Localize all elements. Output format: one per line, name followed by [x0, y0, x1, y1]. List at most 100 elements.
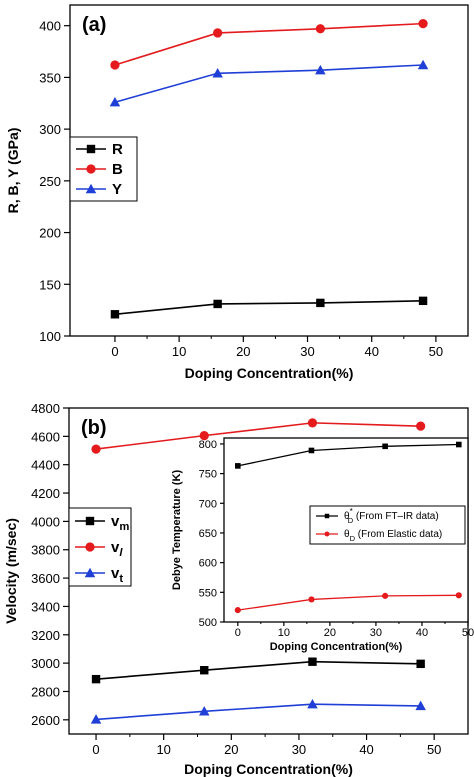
- data-point-series-2: [415, 700, 426, 711]
- data-point-series-1: [418, 18, 428, 29]
- legend-swatch-marker: [86, 164, 96, 174]
- y-tick-label: 300: [39, 122, 61, 137]
- x-axis-title: Doping Concentration(%): [185, 365, 354, 381]
- x-tick-label: 40: [359, 742, 373, 757]
- data-point-series-0: [91, 674, 101, 684]
- data-point-series-0: [382, 443, 388, 450]
- x-tick-label: 0: [235, 627, 241, 639]
- legend-label: vl: [111, 539, 123, 559]
- series-line-1: [95, 422, 421, 450]
- x-tick-label: 50: [462, 627, 474, 639]
- legend-label: θ* D (From FT–IR data): [344, 507, 439, 525]
- y-tick-label: 2600: [31, 713, 60, 728]
- data-point-series-1: [416, 421, 426, 431]
- data-point-series-1: [110, 60, 120, 70]
- data-point-series-0: [110, 310, 120, 319]
- legend-swatch-marker: [85, 516, 95, 526]
- data-point-series-0: [455, 441, 462, 448]
- legend-label: vt: [111, 565, 123, 585]
- legend-label: vm: [111, 513, 129, 533]
- data-point-series-2: [90, 714, 102, 724]
- data-point-series-1: [308, 596, 315, 603]
- x-tick-label: 20: [236, 344, 250, 359]
- legend-swatch-marker: [324, 513, 330, 519]
- x-tick-label: 30: [370, 627, 382, 639]
- data-point-series-0: [308, 657, 317, 666]
- legend-swatch-marker: [324, 531, 330, 537]
- y-tick-label: 3800: [31, 543, 60, 558]
- x-tick-label: 30: [292, 742, 306, 757]
- y-tick-label: 500: [199, 617, 217, 629]
- y-tick-label: 150: [39, 277, 61, 292]
- panel-a-bond-bulk-young-moduli-chart: 0 10 20 30 40 50 100 150 200 250 300 350 400 Doping C…: [5, 4, 469, 381]
- data-point-series-0: [213, 299, 222, 309]
- x-tick-label: 10: [172, 344, 186, 359]
- data-point-series-1: [199, 431, 209, 441]
- y-tick-label: 350: [39, 70, 61, 85]
- y-tick-label: 600: [199, 558, 217, 570]
- legend-swatch-marker: [85, 542, 95, 552]
- y-tick-label: 250: [39, 174, 61, 189]
- data-point-series-0: [316, 298, 325, 308]
- x-tick-label: 50: [429, 344, 443, 359]
- legend-box: [309, 505, 466, 545]
- data-point-series-1: [234, 607, 241, 614]
- y-tick-label: 750: [199, 469, 217, 481]
- x-tick-label: 50: [427, 742, 441, 757]
- series-line-0: [237, 443, 459, 467]
- y-tick-label: 200: [39, 226, 61, 241]
- data-point-series-1: [307, 418, 318, 428]
- data-point-series-1: [455, 592, 462, 599]
- y-tick-label: 700: [199, 498, 217, 510]
- data-point-series-1: [91, 444, 101, 454]
- legend-label: R: [112, 141, 123, 158]
- series-line-2: [95, 703, 421, 721]
- data-point-series-0: [308, 447, 315, 454]
- y-tick-label: 400: [39, 19, 61, 34]
- data-point-series-0: [416, 659, 425, 669]
- y-tick-label: 3600: [31, 571, 60, 586]
- y-tick-label: 4000: [31, 514, 60, 529]
- data-point-series-2: [212, 68, 223, 78]
- x-axis-title: Doping Concentration(%): [184, 761, 353, 777]
- y-axis-title: R, B, Y (GPa): [5, 128, 21, 214]
- data-point-series-0: [418, 296, 428, 306]
- panel-label: (b): [81, 417, 107, 439]
- y-tick-label: 4400: [31, 458, 60, 473]
- x-tick-label: 0: [92, 742, 99, 757]
- legend-swatch-marker: [85, 183, 97, 194]
- data-point-series-2: [417, 59, 429, 70]
- x-tick-label: 30: [300, 344, 314, 359]
- data-point-series-1: [315, 24, 325, 34]
- y-tick-label: 4200: [31, 486, 60, 501]
- y-tick-label: 650: [199, 528, 217, 540]
- y-tick-label: 800: [199, 439, 217, 451]
- x-tick-label: 40: [416, 627, 428, 639]
- y-tick-label: 2800: [31, 684, 60, 699]
- y-tick-label: 4800: [31, 401, 60, 416]
- panel-label: (a): [82, 14, 106, 36]
- legend-label: B: [112, 161, 123, 178]
- data-point-series-0: [200, 666, 209, 675]
- legend-swatch-marker: [86, 144, 96, 154]
- y-axis-title: Debye Temperature (K): [171, 470, 183, 591]
- series-line-0: [95, 660, 421, 680]
- series-line-2: [114, 64, 424, 104]
- panel-b-inset-debye-temperature-chart: 0 10 20 30 40 50 500 550 600 650 700 750 800 Doping C…: [171, 437, 474, 653]
- data-point-series-0: [235, 463, 241, 469]
- y-tick-label: 4600: [31, 429, 60, 444]
- y-axis-title: Velocity (m/sec): [3, 518, 19, 624]
- legend-label: θD (From Elastic data): [344, 529, 442, 543]
- series-line-0: [114, 300, 424, 316]
- x-axis-title: Doping Concentration(%): [270, 641, 403, 653]
- data-point-series-2: [307, 698, 318, 709]
- data-point-series-2: [315, 64, 326, 75]
- x-tick-label: 20: [324, 627, 336, 639]
- series-line-1: [114, 22, 424, 66]
- data-point-series-1: [213, 28, 223, 38]
- x-tick-label: 40: [364, 344, 378, 359]
- y-tick-label: 3400: [31, 599, 60, 614]
- data-point-series-2: [109, 96, 121, 107]
- x-tick-label: 10: [278, 627, 290, 639]
- data-point-series-2: [199, 706, 210, 716]
